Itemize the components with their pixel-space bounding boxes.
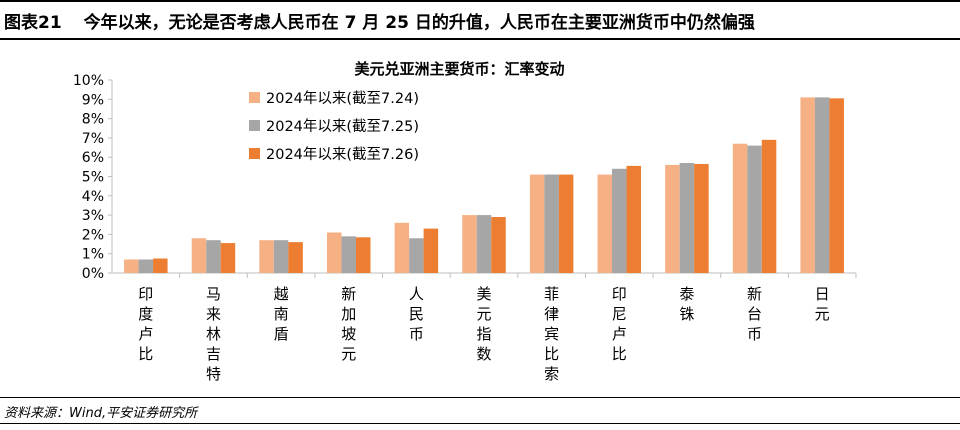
bar (558, 174, 574, 273)
bar (153, 258, 168, 273)
bar (138, 259, 154, 273)
y-tick-label: 10% (73, 73, 104, 89)
x-tick-label: 印度卢比 (138, 285, 153, 363)
y-tick-label: 4% (82, 189, 104, 205)
figure-title: 今年以来，无论是否考虑人民币在 7 月 25 日的升值，人民币在主要亚洲货币中仍… (83, 13, 755, 33)
bar (423, 228, 439, 273)
x-tick-label: 新台币 (747, 285, 762, 343)
y-tick-label: 7% (82, 131, 104, 147)
footer-rule (0, 397, 960, 398)
bar (206, 240, 221, 273)
bar (665, 164, 680, 273)
bar (814, 97, 830, 273)
figure-header: 图表21 今年以来，无论是否考虑人民币在 7 月 25 日的升值，人民币在主要亚洲… (4, 8, 956, 34)
y-tick-label: 2% (82, 227, 104, 243)
y-tick-label: 9% (82, 92, 104, 108)
y-tick-label: 6% (82, 150, 104, 166)
x-tick-label: 新加坡元 (341, 285, 356, 363)
bar (191, 238, 207, 273)
y-tick-label: 0% (82, 266, 104, 282)
bar (694, 163, 709, 273)
bottom-rule (0, 423, 960, 424)
x-tick-label: 美元指数 (476, 285, 491, 363)
y-tick-label: 3% (82, 208, 104, 224)
bar (732, 143, 748, 273)
legend-swatch (249, 148, 260, 159)
y-tick-label: 8% (82, 112, 104, 128)
bar (829, 98, 844, 274)
bar (273, 240, 289, 273)
legend-swatch (249, 120, 260, 131)
bar (409, 238, 424, 273)
bar (679, 162, 695, 273)
bar (220, 243, 236, 273)
bar (462, 215, 477, 273)
bar (544, 174, 559, 273)
legend-swatch (249, 92, 260, 103)
bar (747, 145, 762, 273)
bar (326, 232, 342, 273)
bar (491, 217, 506, 273)
bar (288, 242, 303, 273)
x-tick-label: 印尼卢比 (612, 285, 627, 363)
legend-label: 2024年以来(截至7.25) (266, 118, 419, 135)
bar (612, 168, 627, 273)
chart-title: 美元兑亚洲主要货币：汇率变动 (354, 60, 565, 78)
x-tick-label: 日元 (815, 285, 830, 323)
bar (800, 97, 815, 273)
legend-label: 2024年以来(截至7.26) (266, 146, 419, 163)
bar (341, 236, 356, 273)
y-tick-label: 1% (82, 247, 104, 263)
x-tick-label: 菲律宾比索 (544, 285, 559, 382)
bar-chart: 0% 1% 2% 3% 4% 5% 6% 7% 8% 9% 10% 印度卢比 马来林吉特 越南盾 新加坡元 人… (73, 73, 857, 382)
x-tick-label: 越南盾 (274, 285, 289, 343)
bar (259, 240, 274, 273)
bar (597, 174, 613, 273)
bar (529, 174, 545, 273)
top-rule (0, 0, 960, 2)
bar (626, 165, 642, 273)
x-tick-label: 人民币 (409, 285, 424, 343)
bar (761, 139, 777, 273)
bar (124, 259, 139, 273)
x-tick-label: 泰铢 (679, 285, 694, 323)
bar (394, 222, 410, 273)
source-note: 资料来源：Wind,平安证券研究所 (4, 406, 198, 421)
x-tick-label: 马来林吉特 (206, 285, 221, 382)
figure-number: 图表21 (4, 13, 62, 33)
chart-container: 美元兑亚洲主要货币：汇率变动 0% 1% 2% 3% 4% 5% 6% 7% 8% 9% 10% 印度… (48, 52, 871, 382)
bar (355, 237, 371, 273)
bar (476, 215, 492, 273)
legend-label: 2024年以来(截至7.24) (266, 90, 419, 107)
y-tick-label: 5% (82, 170, 104, 186)
header-rule (0, 38, 960, 40)
